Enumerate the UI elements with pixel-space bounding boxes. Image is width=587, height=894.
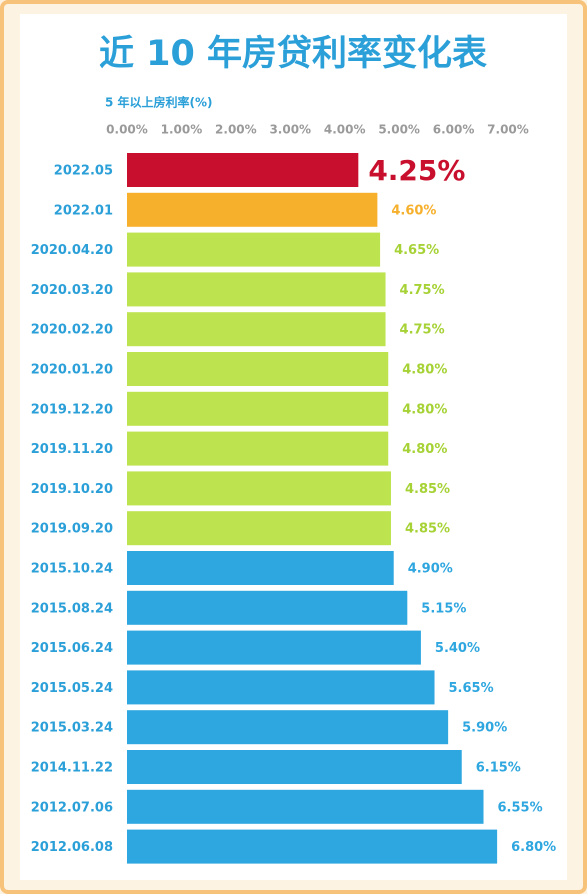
y-tick-label: 2015.10.24 bbox=[31, 562, 113, 577]
value-label: 5.40% bbox=[435, 641, 480, 656]
value-label: 4.80% bbox=[402, 402, 447, 417]
y-tick-label: 2020.03.20 bbox=[31, 283, 113, 298]
bar bbox=[127, 272, 386, 307]
value-label: 5.65% bbox=[449, 681, 494, 696]
bar bbox=[127, 789, 484, 824]
y-tick-label: 2019.10.20 bbox=[31, 482, 113, 497]
value-label: 5.15% bbox=[421, 601, 466, 616]
x-axis-title: 5 年以上房利率(%) bbox=[105, 95, 213, 110]
y-tick-label: 2015.05.24 bbox=[31, 681, 113, 696]
y-tick-label: 2014.11.22 bbox=[31, 761, 113, 776]
value-label: 6.80% bbox=[511, 840, 556, 855]
bar bbox=[127, 471, 391, 506]
bar bbox=[127, 352, 389, 386]
value-label: 4.85% bbox=[405, 522, 450, 537]
y-tick-label: 2020.02.20 bbox=[31, 323, 113, 338]
x-tick-label: 2.00% bbox=[215, 123, 257, 137]
value-label: 6.55% bbox=[498, 800, 543, 815]
x-tick-label: 1.00% bbox=[161, 123, 203, 137]
bar bbox=[127, 431, 389, 466]
y-tick-label: 2019.11.20 bbox=[31, 442, 113, 457]
value-label: 4.25% bbox=[368, 154, 465, 187]
y-tick-label: 2020.01.20 bbox=[31, 363, 113, 378]
bar bbox=[127, 710, 449, 745]
bar bbox=[127, 670, 435, 705]
value-label: 4.80% bbox=[402, 363, 447, 378]
y-tick-label: 2012.07.06 bbox=[31, 800, 113, 815]
value-label: 4.65% bbox=[394, 243, 439, 258]
chart-title: 近 10 年房贷利率变化表 bbox=[99, 34, 487, 74]
bar bbox=[127, 590, 408, 625]
x-tick-label: 0.00% bbox=[106, 123, 148, 137]
bar bbox=[127, 391, 389, 426]
bar bbox=[127, 630, 421, 665]
value-label: 4.85% bbox=[405, 482, 450, 497]
value-label: 4.75% bbox=[400, 323, 445, 338]
bar bbox=[127, 312, 386, 347]
y-tick-label: 2019.12.20 bbox=[31, 402, 113, 417]
value-label: 4.80% bbox=[402, 442, 447, 457]
y-tick-label: 2015.08.24 bbox=[31, 601, 113, 616]
bar bbox=[127, 829, 498, 864]
x-tick-label: 4.00% bbox=[324, 123, 366, 137]
x-tick-label: 3.00% bbox=[269, 123, 311, 137]
y-tick-label: 2020.04.20 bbox=[31, 243, 113, 258]
bar bbox=[127, 551, 394, 585]
value-label: 4.60% bbox=[391, 203, 436, 218]
y-tick-label: 2015.03.24 bbox=[31, 721, 113, 736]
y-tick-label: 2015.06.24 bbox=[31, 641, 113, 656]
bar bbox=[127, 750, 462, 784]
y-tick-label: 2022.01 bbox=[54, 203, 113, 218]
bar bbox=[127, 192, 378, 227]
value-label: 6.15% bbox=[476, 761, 521, 776]
value-label: 5.90% bbox=[462, 721, 507, 736]
x-tick-label: 5.00% bbox=[378, 123, 420, 137]
bar bbox=[127, 232, 381, 267]
bar bbox=[127, 153, 359, 187]
bar bbox=[127, 511, 391, 546]
value-label: 4.75% bbox=[400, 283, 445, 298]
x-tick-label: 7.00% bbox=[487, 123, 529, 137]
x-tick-label: 6.00% bbox=[433, 123, 475, 137]
y-tick-label: 2019.09.20 bbox=[31, 522, 113, 537]
y-tick-label: 2012.06.08 bbox=[31, 840, 113, 855]
y-tick-label: 2022.05 bbox=[54, 164, 113, 179]
value-label: 4.90% bbox=[408, 562, 453, 577]
